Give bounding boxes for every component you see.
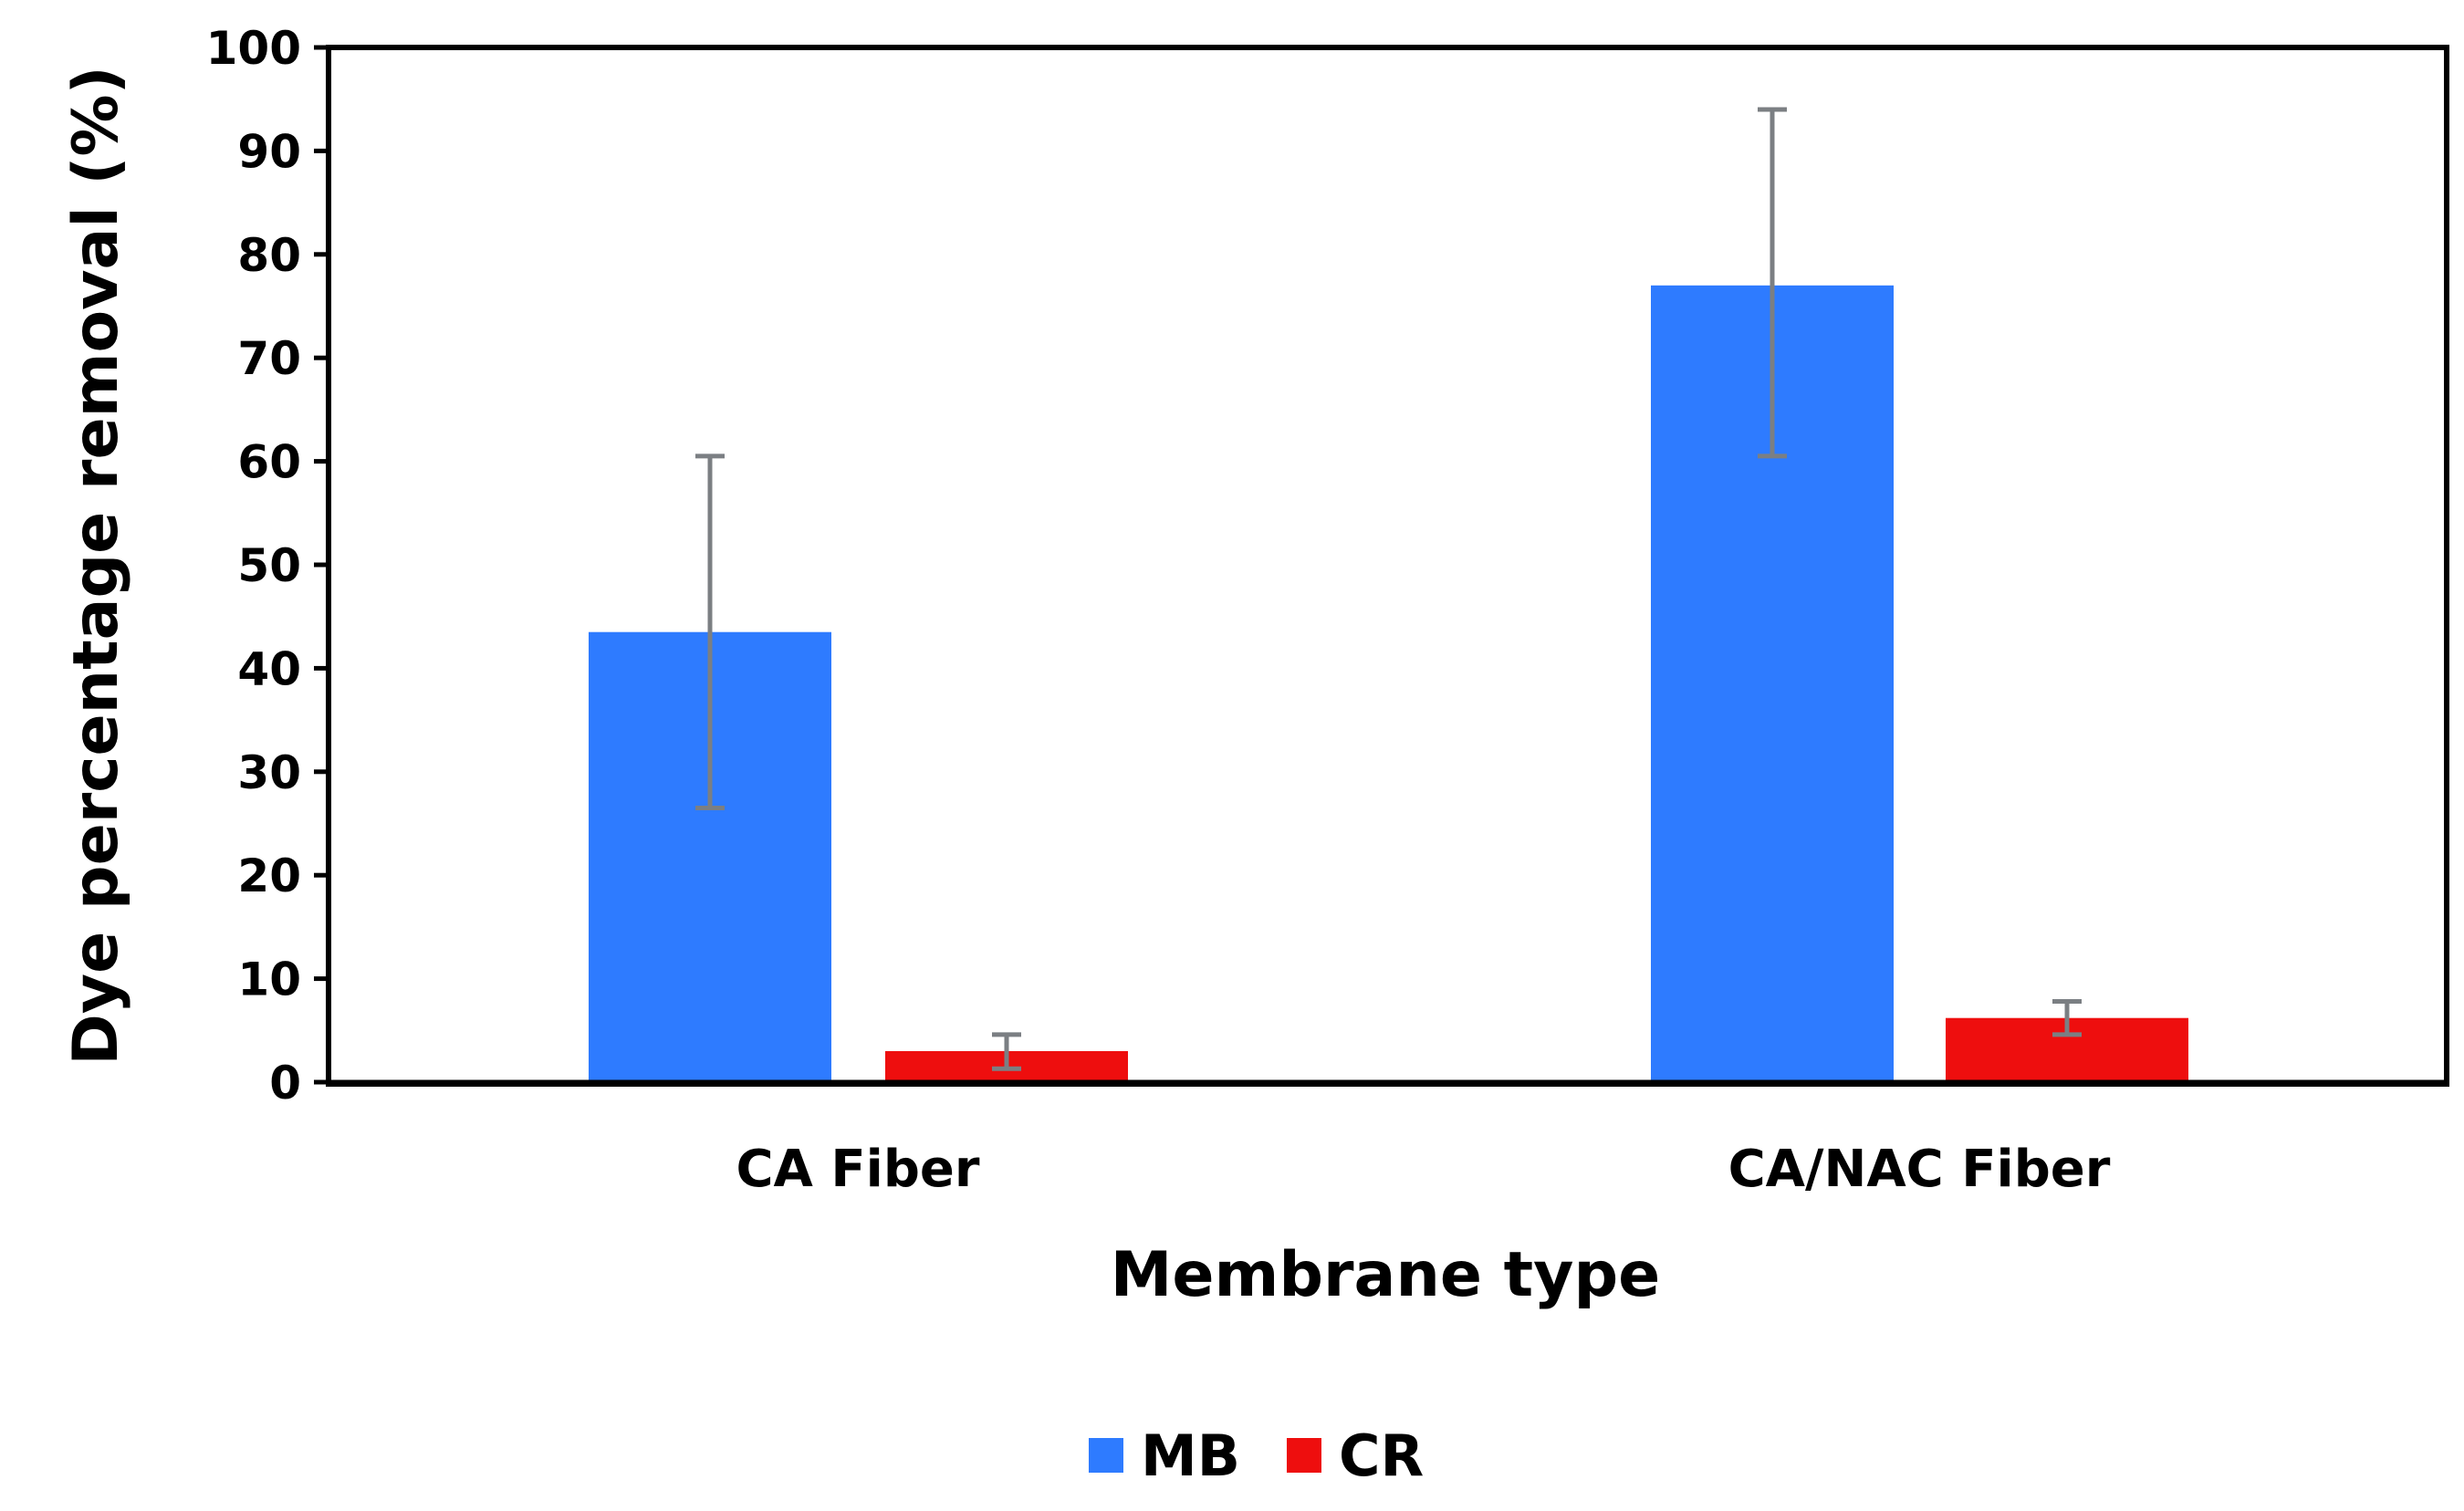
legend-swatch xyxy=(1287,1438,1321,1473)
legend-item-mb: MB xyxy=(1089,1422,1240,1489)
legend-swatch xyxy=(1089,1438,1123,1473)
x-category-label: CA Fiber xyxy=(736,1140,979,1199)
y-tick-label: 0 xyxy=(269,1057,301,1110)
category-labels: CA Fiber CA/NAC Fiber xyxy=(736,1140,2110,1199)
error-bar-cr-2 xyxy=(2052,999,2082,1037)
legend-label: CR xyxy=(1339,1422,1424,1489)
y-tick-label: 20 xyxy=(237,849,301,902)
y-tick-label: 60 xyxy=(237,436,301,489)
error-bars xyxy=(695,107,2082,1071)
error-bar-mb-2 xyxy=(1758,107,1787,459)
error-bar-mb-1 xyxy=(695,453,725,810)
x-category-label: CA/NAC Fiber xyxy=(1728,1140,2111,1199)
y-tick-label: 100 xyxy=(206,22,301,75)
y-tick-label: 30 xyxy=(237,746,301,799)
y-tick-label: 50 xyxy=(237,539,301,592)
legend-label: MB xyxy=(1141,1422,1240,1489)
y-tick-label: 80 xyxy=(237,229,301,282)
y-axis-title: Dye percentage removal (%) xyxy=(60,66,132,1065)
x-axis-title: Membrane type xyxy=(1111,1239,1661,1311)
y-tick-label: 70 xyxy=(237,332,301,385)
legend: MB CR xyxy=(1089,1422,1424,1489)
plot-frame xyxy=(326,45,2449,1087)
error-bar-cr-1 xyxy=(992,1032,1021,1071)
y-axis-ticks: 0 10 20 30 40 50 60 70 80 90 100 xyxy=(206,22,329,1110)
legend-item-cr: CR xyxy=(1287,1422,1424,1489)
bars xyxy=(329,285,2447,1085)
y-tick-label: 10 xyxy=(237,953,301,1006)
y-tick-label: 40 xyxy=(237,642,301,695)
y-tick-label: 90 xyxy=(237,125,301,178)
